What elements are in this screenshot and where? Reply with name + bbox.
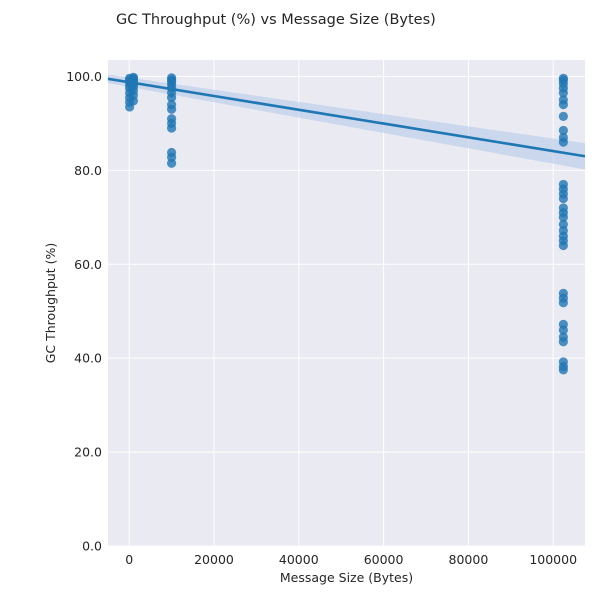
data-point xyxy=(558,319,568,329)
data-point xyxy=(558,95,568,105)
y-axis-label: GC Throughput (%) xyxy=(43,243,58,364)
y-tick-labels: 0.0 20.0 40.0 60.0 80.0 100.0 xyxy=(66,69,102,554)
data-point xyxy=(167,114,177,124)
x-tick-labels: 0 20000 40000 60000 80000 100000 xyxy=(125,552,577,567)
y-tick-label: 60.0 xyxy=(74,257,102,272)
data-point xyxy=(558,179,568,190)
y-tick-label: 0.0 xyxy=(82,539,102,554)
y-tick-label: 80.0 xyxy=(74,163,102,178)
data-point xyxy=(167,100,177,110)
x-axis-label: Message Size (Bytes) xyxy=(280,570,413,585)
data-point xyxy=(167,147,177,158)
data-point xyxy=(558,132,568,143)
x-tick-label: 100000 xyxy=(529,552,577,567)
data-point xyxy=(558,219,568,229)
regression-line xyxy=(107,77,586,158)
x-tick-label: 20000 xyxy=(194,552,234,567)
data-point xyxy=(558,125,568,136)
y-tick-label: 40.0 xyxy=(74,351,102,366)
y-tick-label: 100.0 xyxy=(66,69,102,84)
regression-line-group xyxy=(107,77,586,158)
data-point xyxy=(558,357,568,367)
chart-title: GC Throughput (%) vs Message Size (Bytes… xyxy=(116,12,436,28)
x-tick-label: 40000 xyxy=(279,552,319,567)
data-point xyxy=(558,203,568,213)
x-tick-label: 0 xyxy=(125,552,133,567)
x-tick-label: 80000 xyxy=(449,552,489,567)
grid xyxy=(108,60,585,547)
y-tick-label: 20.0 xyxy=(74,445,102,460)
data-point xyxy=(558,111,568,121)
data-point xyxy=(558,332,568,342)
x-tick-label: 60000 xyxy=(364,552,404,567)
data-point xyxy=(558,288,568,298)
data-point xyxy=(558,73,568,83)
data-point xyxy=(167,73,177,83)
data-point xyxy=(128,72,139,82)
points xyxy=(125,72,568,375)
